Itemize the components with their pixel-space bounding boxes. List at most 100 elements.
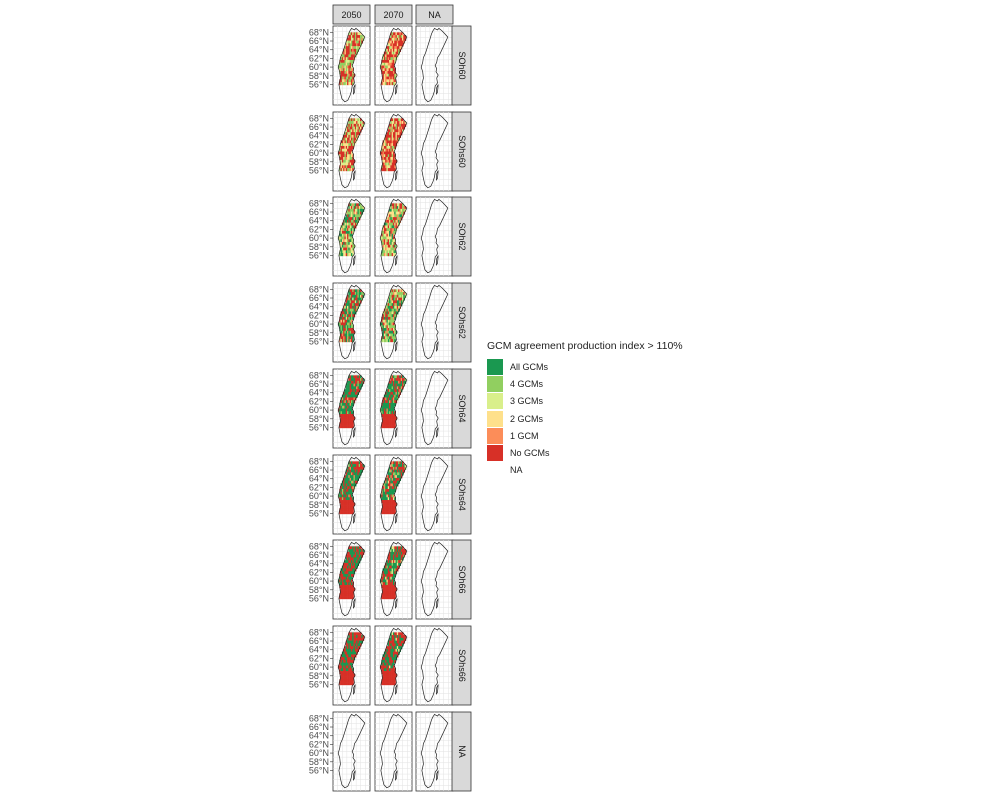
raster-cell — [394, 500, 396, 504]
raster-cell — [349, 129, 352, 133]
raster-cell — [352, 154, 354, 158]
raster-cell — [392, 303, 395, 307]
raster-cell — [399, 560, 402, 564]
raster-cell — [357, 475, 360, 479]
raster-cell — [391, 123, 394, 127]
raster-cell — [340, 659, 343, 664]
raster-cell — [389, 244, 391, 248]
raster-cell — [353, 140, 356, 144]
raster-cell — [343, 657, 345, 661]
raster-cell — [348, 228, 350, 232]
raster-cell — [352, 73, 354, 77]
raster-cell — [350, 571, 353, 575]
raster-cell — [395, 643, 398, 647]
raster-cell — [392, 587, 395, 591]
raster-cell — [348, 305, 350, 309]
raster-cell — [352, 40, 354, 44]
raster-cell — [389, 46, 391, 50]
raster-cell — [386, 145, 389, 150]
raster-cell — [354, 37, 357, 41]
raster-cell — [354, 640, 357, 644]
raster-cell — [387, 211, 390, 215]
raster-cell — [395, 37, 398, 41]
raster-cell — [385, 319, 387, 323]
legend-key — [487, 375, 503, 392]
raster-cell — [390, 461, 392, 465]
raster-cell — [390, 422, 392, 426]
raster-cell — [391, 162, 394, 166]
raster-cell — [392, 35, 395, 39]
raster-cell — [344, 233, 347, 237]
raster-cell — [399, 378, 402, 382]
map-panel — [332, 111, 371, 192]
raster-cell — [386, 662, 389, 666]
raster-cell — [345, 640, 348, 644]
raster-cell — [352, 659, 354, 664]
raster-cell — [350, 486, 353, 490]
raster-cell — [387, 491, 390, 495]
raster-cell — [396, 565, 399, 569]
raster-cell — [358, 208, 361, 212]
raster-cell — [385, 222, 387, 226]
raster-cell — [383, 314, 386, 318]
raster-cell — [385, 162, 387, 166]
raster-cell — [391, 68, 394, 72]
raster-cell — [391, 480, 394, 484]
raster-cell — [348, 637, 350, 641]
raster-cell — [389, 322, 391, 326]
raster-cell — [357, 208, 360, 212]
raster-cell — [389, 590, 391, 594]
raster-cell — [391, 242, 394, 246]
row-strip: SOhs60 — [451, 111, 472, 192]
raster-cell — [353, 308, 356, 312]
raster-cell — [348, 546, 350, 550]
raster-cell — [345, 560, 348, 564]
raster-cell — [347, 673, 349, 677]
raster-cell — [385, 508, 387, 512]
raster-cell — [356, 383, 358, 387]
raster-cell — [340, 494, 343, 498]
raster-cell — [383, 54, 386, 58]
raster-cell — [399, 121, 402, 125]
raster-cell — [358, 380, 361, 384]
raster-cell — [350, 590, 353, 594]
raster-cell — [385, 679, 387, 683]
raster-cell — [348, 590, 350, 594]
raster-cell — [349, 380, 352, 384]
raster-cell — [390, 632, 392, 636]
raster-cell — [350, 665, 353, 669]
raster-cell — [356, 37, 358, 41]
raster-cell — [340, 682, 343, 686]
raster-cell — [399, 303, 402, 307]
raster-cell — [389, 37, 391, 41]
raster-cell — [391, 126, 394, 130]
raster-cell — [392, 305, 395, 309]
raster-cell — [391, 247, 394, 251]
raster-cell — [353, 380, 356, 384]
raster-cell — [389, 303, 391, 307]
raster-cell — [350, 82, 353, 86]
raster-cell — [392, 579, 395, 583]
raster-cell — [392, 646, 395, 650]
raster-cell — [399, 118, 402, 122]
raster-cell — [403, 549, 405, 553]
raster-cell — [400, 35, 403, 39]
gotland-outline — [394, 427, 398, 439]
raster-cell — [391, 673, 394, 677]
raster-cell — [382, 671, 385, 675]
raster-cell — [349, 394, 352, 398]
raster-cell — [392, 322, 395, 326]
raster-cell — [383, 654, 386, 658]
raster-cell — [400, 211, 403, 215]
raster-cell — [337, 494, 340, 498]
raster-cell — [386, 165, 389, 169]
raster-cell — [383, 657, 386, 661]
raster-cell — [353, 73, 356, 77]
raster-cell — [385, 247, 387, 251]
raster-cell — [386, 646, 389, 650]
raster-cell — [347, 51, 349, 55]
raster-cell — [348, 126, 350, 130]
raster-cell — [396, 551, 399, 555]
raster-cell — [391, 250, 394, 254]
raster-cell — [391, 668, 394, 672]
